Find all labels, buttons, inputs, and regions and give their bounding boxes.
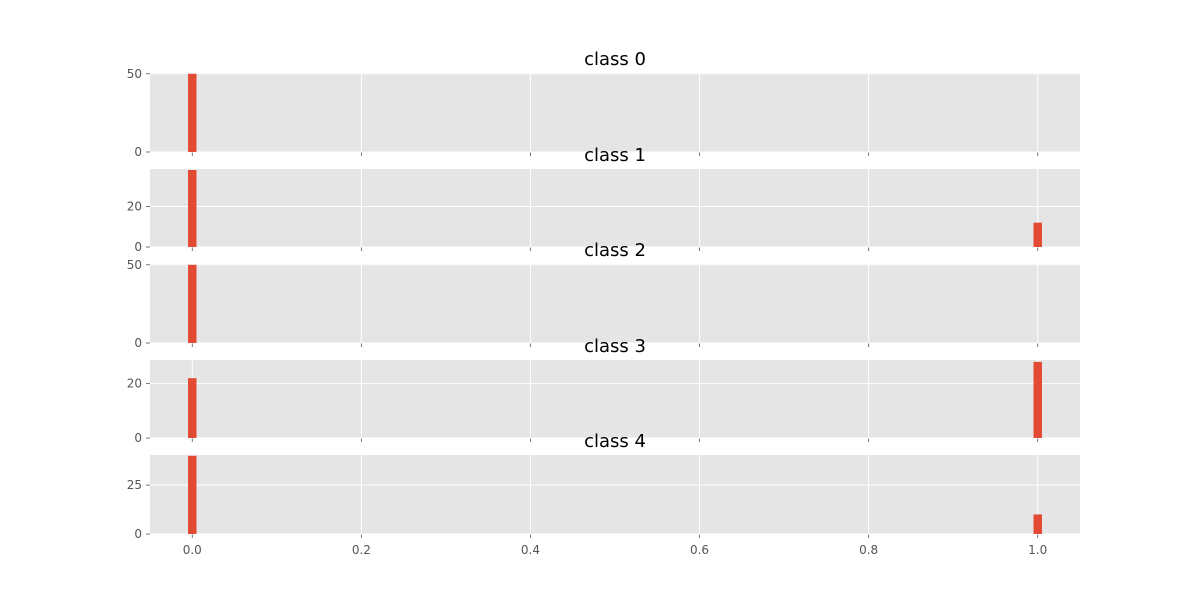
panel-2-title: class 2 <box>584 240 646 261</box>
panel-3-y-tick-label: 0 <box>134 431 142 445</box>
x-tick-label: 0.0 <box>183 543 202 557</box>
panel-0-title: class 0 <box>584 49 646 70</box>
panel-3-y-tick-label: 20 <box>127 377 142 391</box>
panel-2-y-tick-label: 50 <box>127 258 142 272</box>
panel-1-bar <box>188 170 197 247</box>
panel-1-y-tick-label: 0 <box>134 240 142 254</box>
x-tick-label: 0.4 <box>521 543 540 557</box>
panel-1-bar <box>1033 222 1042 247</box>
x-tick-label: 0.6 <box>690 543 709 557</box>
panel-4-title: class 4 <box>584 431 646 452</box>
panel-4-y-tick-label: 25 <box>127 478 142 492</box>
panel-0-y-tick-label: 0 <box>134 145 142 159</box>
panel-0-background <box>150 73 1080 152</box>
x-tick-label: 0.8 <box>859 543 878 557</box>
x-tick-label: 0.2 <box>352 543 371 557</box>
panel-0-y-tick-label: 50 <box>127 67 142 81</box>
panel-4-bar <box>1033 514 1042 534</box>
panel-3-background <box>150 360 1080 438</box>
panel-4-y-tick-label: 0 <box>134 527 142 541</box>
panel-3-bar <box>188 378 197 438</box>
panel-1-y-tick-label: 20 <box>127 199 142 213</box>
panel-4-bar <box>188 455 197 534</box>
panel-2-bar <box>188 264 197 343</box>
panel-3-bar <box>1033 361 1042 438</box>
x-tick-label: 1.0 <box>1028 543 1047 557</box>
panel-3-title: class 3 <box>584 336 646 357</box>
panel-0-bar <box>188 73 197 152</box>
panel-1-title: class 1 <box>584 145 646 166</box>
panel-4-background <box>150 455 1080 534</box>
panel-2-background <box>150 264 1080 343</box>
panel-1-background <box>150 169 1080 247</box>
panel-2-y-tick-label: 0 <box>134 336 142 350</box>
